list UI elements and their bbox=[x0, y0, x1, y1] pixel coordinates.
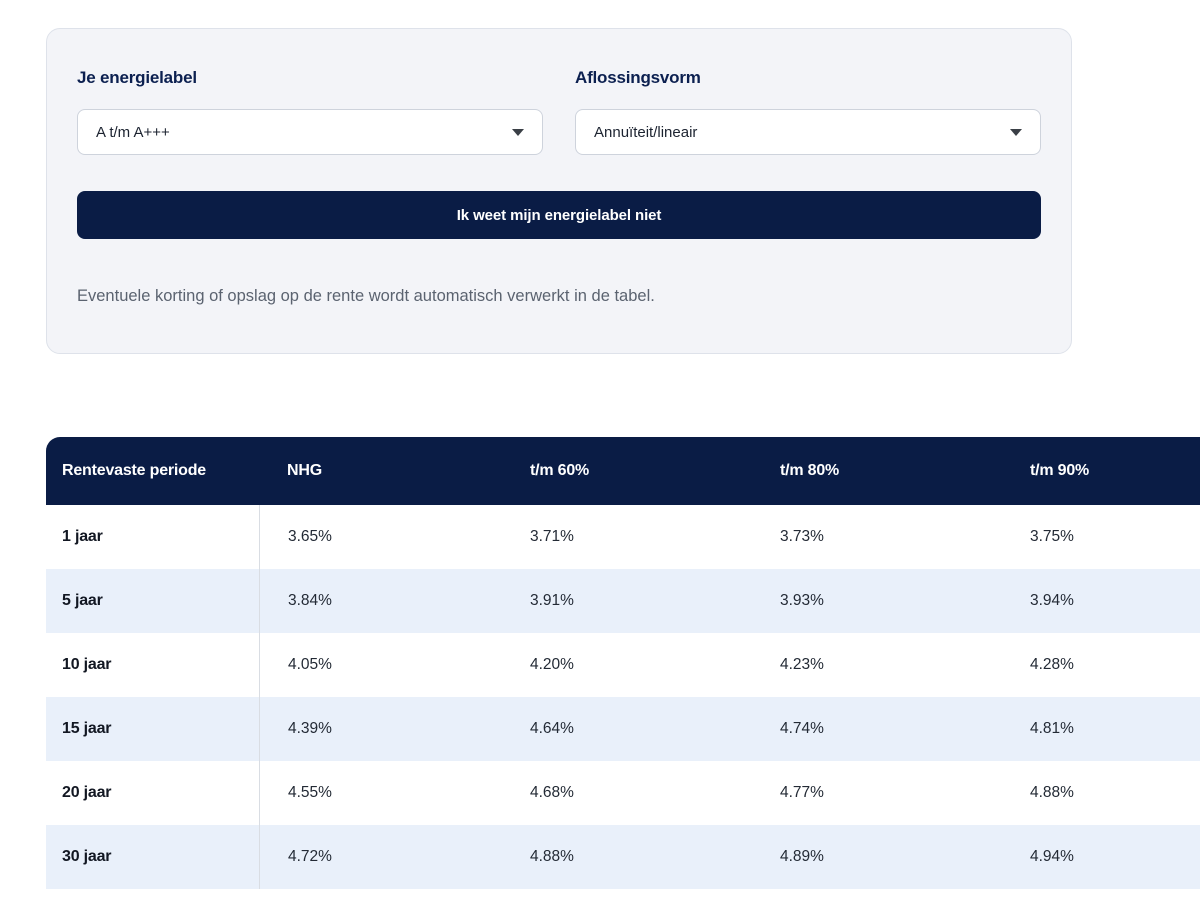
rate-cell: 4.88% bbox=[1030, 784, 1074, 801]
energy-label-select[interactable]: A t/m A+++ bbox=[77, 109, 543, 155]
rate-cell: 4.23% bbox=[780, 656, 824, 673]
unknown-energy-label-button[interactable]: Ik weet mijn energielabel niet bbox=[77, 191, 1041, 239]
rate-cell: 3.71% bbox=[530, 528, 574, 545]
rate-cell: 3.91% bbox=[530, 592, 574, 609]
rate-cell: 4.20% bbox=[530, 656, 574, 673]
filter-fields-row: Je energielabel A t/m A+++ Aflossingsvor… bbox=[77, 67, 1041, 155]
rate-cell: 3.65% bbox=[259, 505, 502, 569]
table-row: 15 jaar 4.39% 4.64% 4.74% 4.81% bbox=[46, 697, 1200, 761]
rate-cell: 4.72% bbox=[259, 825, 502, 889]
rate-cell: 4.74% bbox=[780, 720, 824, 737]
column-header-tm90: t/m 90% bbox=[1030, 462, 1090, 479]
rate-cell: 4.39% bbox=[259, 697, 502, 761]
rate-cell: 3.84% bbox=[259, 569, 502, 633]
table-row: 10 jaar 4.05% 4.20% 4.23% 4.28% bbox=[46, 633, 1200, 697]
chevron-down-icon bbox=[512, 128, 524, 136]
rate-cell: 3.93% bbox=[780, 592, 824, 609]
rate-cell: 4.05% bbox=[259, 633, 502, 697]
chevron-down-icon bbox=[1010, 128, 1022, 136]
column-header-tm80: t/m 80% bbox=[780, 462, 840, 479]
table-body: 1 jaar 3.65% 3.71% 3.73% 3.75% 5 jaar 3.… bbox=[46, 505, 1200, 889]
repayment-type-field: Aflossingsvorm Annuïteit/lineair bbox=[575, 67, 1041, 155]
rate-cell: 4.88% bbox=[530, 848, 574, 865]
rate-cell: 4.81% bbox=[1030, 720, 1074, 737]
period-cell: 30 jaar bbox=[62, 848, 112, 865]
energy-label-selected-value: A t/m A+++ bbox=[96, 123, 170, 141]
rate-cell: 4.55% bbox=[259, 761, 502, 825]
rate-cell: 4.68% bbox=[530, 784, 574, 801]
repayment-type-select[interactable]: Annuïteit/lineair bbox=[575, 109, 1041, 155]
energy-label-label: Je energielabel bbox=[77, 68, 197, 87]
rate-cell: 4.94% bbox=[1030, 848, 1074, 865]
rate-cell: 4.89% bbox=[780, 848, 824, 865]
table-row: 5 jaar 3.84% 3.91% 3.93% 3.94% bbox=[46, 569, 1200, 633]
rate-cell: 3.73% bbox=[780, 528, 824, 545]
table-row: 30 jaar 4.72% 4.88% 4.89% 4.94% bbox=[46, 825, 1200, 889]
energy-label-field: Je energielabel A t/m A+++ bbox=[77, 67, 543, 155]
rate-filter-card: Je energielabel A t/m A+++ Aflossingsvor… bbox=[46, 28, 1072, 354]
period-cell: 20 jaar bbox=[62, 784, 112, 801]
period-cell: 1 jaar bbox=[62, 528, 103, 545]
table-row: 20 jaar 4.55% 4.68% 4.77% 4.88% bbox=[46, 761, 1200, 825]
table-header-row: Rentevaste periode NHG t/m 60% t/m 80% t… bbox=[46, 437, 1200, 505]
column-header-rentevaste-periode: Rentevaste periode bbox=[62, 462, 207, 479]
column-header-nhg: NHG bbox=[287, 462, 322, 479]
period-cell: 10 jaar bbox=[62, 656, 112, 673]
discount-note: Eventuele korting of opslag op de rente … bbox=[77, 287, 655, 305]
mortgage-rate-table: Rentevaste periode NHG t/m 60% t/m 80% t… bbox=[46, 437, 1200, 889]
rate-cell: 4.28% bbox=[1030, 656, 1074, 673]
period-cell: 5 jaar bbox=[62, 592, 103, 609]
rate-cell: 3.75% bbox=[1030, 528, 1074, 545]
rate-cell: 4.77% bbox=[780, 784, 824, 801]
rate-cell: 3.94% bbox=[1030, 592, 1074, 609]
repayment-type-label: Aflossingsvorm bbox=[575, 68, 701, 87]
repayment-type-selected-value: Annuïteit/lineair bbox=[594, 123, 698, 141]
table-row: 1 jaar 3.65% 3.71% 3.73% 3.75% bbox=[46, 505, 1200, 569]
column-header-tm60: t/m 60% bbox=[530, 462, 590, 479]
period-cell: 15 jaar bbox=[62, 720, 112, 737]
rate-cell: 4.64% bbox=[530, 720, 574, 737]
